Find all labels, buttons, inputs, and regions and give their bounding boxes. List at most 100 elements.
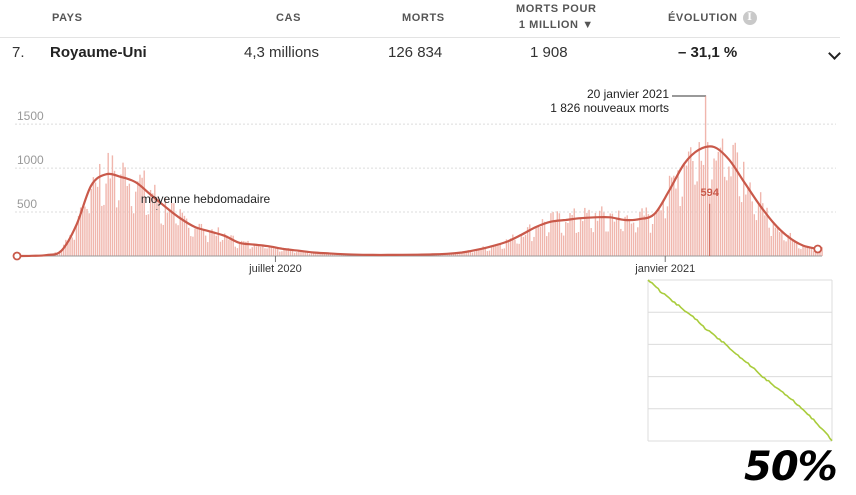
daily-bar	[751, 201, 753, 256]
end-point	[813, 244, 823, 254]
daily-bar	[281, 251, 283, 256]
daily-bar	[495, 244, 497, 256]
daily-bar	[550, 213, 552, 256]
header-deaths-per-million-line1: MORTS POUR	[516, 3, 597, 15]
daily-bar	[141, 177, 143, 256]
daily-bar	[312, 252, 315, 256]
daily-bar	[618, 210, 620, 256]
daily-bar	[660, 210, 662, 256]
daily-bar	[221, 239, 224, 256]
daily-bar	[306, 251, 309, 256]
daily-bar	[569, 213, 571, 256]
y-tick-label: 1500	[17, 109, 44, 123]
daily-bar	[626, 215, 628, 256]
y-tick-label: 500	[17, 197, 37, 211]
daily-bar	[535, 227, 537, 256]
daily-bar	[622, 231, 624, 256]
daily-bar	[717, 151, 719, 256]
daily-bar	[821, 247, 823, 256]
daily-bars	[24, 95, 823, 256]
daily-bar	[215, 235, 217, 256]
daily-bar	[249, 248, 251, 256]
daily-bar	[260, 246, 262, 256]
info-icon[interactable]: i	[742, 11, 757, 25]
daily-bar	[274, 247, 277, 256]
daily-bar	[707, 142, 709, 256]
header-cases[interactable]: CAS	[276, 12, 302, 24]
daily-bar	[514, 239, 516, 256]
daily-bar	[493, 246, 495, 256]
header-country[interactable]: PAYS	[52, 12, 83, 24]
daily-bar	[308, 253, 311, 256]
daily-bar	[204, 235, 207, 256]
daily-bar	[488, 250, 491, 256]
daily-bar	[272, 248, 275, 256]
daily-bar	[524, 234, 527, 256]
daily-bar	[632, 222, 635, 256]
daily-bar	[446, 254, 448, 256]
header-deaths-per-million[interactable]: MORTS POUR 1 MILLION ▼	[516, 1, 597, 33]
daily-bar	[480, 248, 482, 256]
daily-bar	[185, 218, 188, 256]
daily-bar	[192, 236, 194, 256]
daily-bar	[588, 209, 590, 256]
daily-bar	[673, 175, 675, 256]
daily-bar	[647, 214, 650, 256]
header-deaths[interactable]: MORTS	[402, 12, 445, 24]
daily-bar	[658, 209, 660, 256]
daily-bar	[228, 239, 230, 256]
daily-bar	[757, 204, 760, 256]
daily-bar	[194, 228, 196, 256]
daily-bar	[656, 212, 658, 256]
daily-bar	[452, 253, 455, 256]
daily-bar	[135, 191, 137, 256]
daily-bar	[582, 221, 584, 256]
daily-bar	[234, 246, 236, 256]
daily-bar	[266, 248, 268, 256]
daily-bar	[232, 235, 234, 256]
daily-bar	[120, 174, 122, 256]
daily-bar	[810, 247, 813, 256]
daily-bar	[251, 247, 253, 256]
daily-bar	[603, 212, 605, 256]
daily-bar	[217, 227, 220, 256]
daily-bar	[696, 181, 698, 256]
daily-bar	[253, 245, 256, 256]
daily-bar	[190, 236, 192, 256]
daily-bar	[179, 209, 181, 256]
chevron-down-icon[interactable]	[828, 47, 841, 60]
daily-bar	[594, 212, 597, 256]
daily-bar	[776, 226, 779, 256]
daily-bar	[173, 203, 175, 256]
header-deaths-per-million-line2: 1 MILLION ▼	[518, 19, 594, 31]
daily-bar	[607, 231, 609, 256]
daily-bar	[637, 227, 639, 256]
daily-bar	[789, 232, 792, 256]
daily-bar	[143, 170, 145, 256]
daily-bar	[728, 166, 730, 256]
daily-bar	[124, 167, 126, 256]
daily-bar	[245, 241, 247, 256]
header-evolution[interactable]: ÉVOLUTION i	[668, 11, 757, 25]
daily-bar	[77, 216, 80, 256]
daily-bar	[643, 215, 645, 256]
daily-bar	[336, 254, 338, 256]
daily-bar	[181, 212, 184, 256]
row-deaths-per-million: 1 908	[530, 44, 568, 61]
daily-bar	[154, 184, 156, 256]
daily-bar	[202, 230, 205, 256]
daily-bar	[726, 180, 728, 256]
daily-bar	[279, 251, 281, 256]
daily-bar	[685, 165, 688, 256]
daily-bar	[84, 206, 86, 256]
row-evolution: – 31,1 %	[678, 44, 738, 61]
daily-bar	[86, 209, 88, 256]
daily-bar	[56, 253, 59, 256]
daily-bar	[478, 249, 480, 256]
daily-bar	[99, 163, 101, 256]
deaths-chart: 500 1000 1500 juillet 2020 janvier 2021 moyen…	[12, 87, 836, 275]
daily-bar	[499, 243, 501, 256]
daily-bar	[171, 203, 173, 256]
table-row[interactable]: 7. Royaume-Uni 4,3 millions 126 834 1 90…	[0, 38, 856, 70]
daily-bar	[692, 160, 694, 256]
